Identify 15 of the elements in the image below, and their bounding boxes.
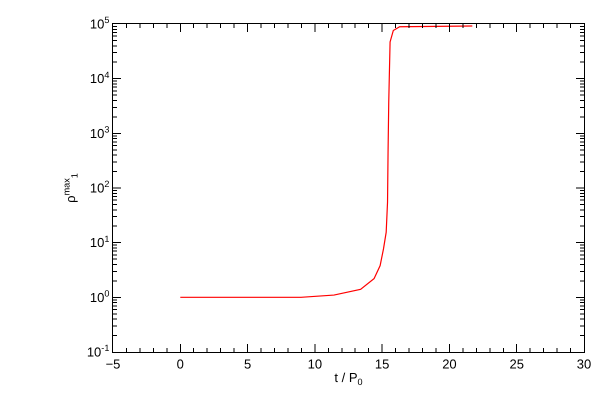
x-tick-label: 10 — [308, 356, 322, 372]
x-tick-label: 0 — [176, 356, 184, 372]
x-tick-label: 20 — [442, 356, 457, 372]
y-tick-label: 10$^{1}$ — [90, 234, 110, 250]
line-series — [180, 25, 473, 298]
y-tick-label: 10$^{0}$ — [90, 288, 110, 305]
y-tick-label: 10$^{3}$ — [90, 124, 110, 141]
y-tick-label: 10$^{5}$ — [90, 15, 110, 32]
x-tick-label: 30 — [576, 356, 592, 372]
x-tick-label: 25 — [509, 356, 524, 372]
x-tick-label: 15 — [374, 356, 390, 372]
x-tick-label: 5 — [244, 356, 252, 372]
y-tick-label: 10$^{4}$ — [90, 70, 110, 86]
y-tick-label: 10$^{2}$ — [90, 179, 110, 196]
x-axis-title: t / P$_{0}$ — [334, 370, 363, 387]
